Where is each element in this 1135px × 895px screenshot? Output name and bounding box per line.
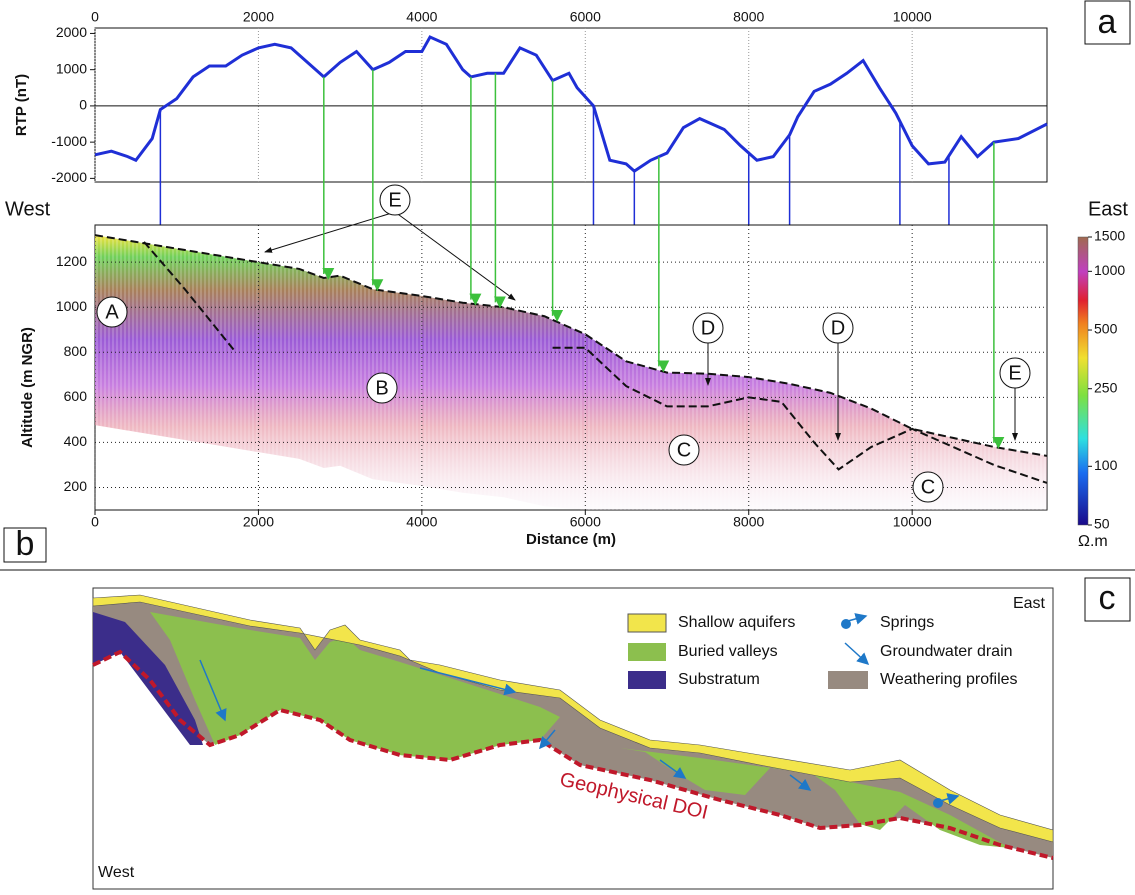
legend-label: Shallow aquifers bbox=[678, 614, 795, 631]
x-tick-label: 8000 bbox=[733, 514, 764, 530]
y-tick-label: 200 bbox=[64, 478, 88, 494]
legend-swatch bbox=[628, 614, 666, 632]
panel-label: b bbox=[16, 525, 35, 563]
legend-swatch bbox=[628, 671, 666, 689]
annotation: A bbox=[105, 301, 119, 323]
y-tick-label: 800 bbox=[64, 343, 88, 359]
y-axis-label: RTP (nT) bbox=[13, 74, 30, 136]
annotation: E bbox=[1008, 362, 1021, 384]
legend-label: Weathering profiles bbox=[880, 671, 1018, 688]
spring bbox=[933, 798, 943, 808]
x-tick-label: 2000 bbox=[243, 9, 274, 25]
y-tick-label: 400 bbox=[64, 433, 88, 449]
west-label: West bbox=[5, 198, 51, 220]
colorbar-tick-label: 1500 bbox=[1094, 228, 1125, 244]
x-tick-label: 0 bbox=[91, 514, 99, 530]
legend-label: Buried valleys bbox=[678, 643, 778, 660]
colorbar-tick-label: 1000 bbox=[1094, 262, 1125, 278]
legend-label: Groundwater drain bbox=[880, 643, 1013, 660]
figure: 0200040006000800010000-2000-100001000200… bbox=[0, 0, 1135, 890]
y-axis-label: Altitude (m NGR) bbox=[19, 327, 36, 448]
annotation: E bbox=[388, 189, 401, 211]
legend-label: Substratum bbox=[678, 671, 760, 688]
x-tick-label: 10000 bbox=[893, 9, 932, 25]
y-tick-label: 1000 bbox=[56, 60, 87, 76]
legend-swatch bbox=[828, 671, 868, 689]
panel-label: c bbox=[1099, 579, 1116, 617]
x-tick-label: 10000 bbox=[893, 514, 932, 530]
east-label: East bbox=[1088, 198, 1128, 220]
y-tick-label: 1000 bbox=[56, 298, 87, 314]
y-tick-label: -2000 bbox=[51, 169, 87, 185]
colorbar-tick-label: 50 bbox=[1094, 516, 1110, 532]
x-axis-label: Distance (m) bbox=[526, 531, 616, 548]
x-tick-label: 4000 bbox=[406, 514, 437, 530]
west-label: West bbox=[98, 864, 135, 881]
colorbar-tick-label: 500 bbox=[1094, 321, 1118, 337]
plot-frame bbox=[95, 28, 1047, 182]
legend-label: Springs bbox=[880, 614, 934, 631]
y-tick-label: 2000 bbox=[56, 24, 87, 40]
east-label: East bbox=[1013, 595, 1046, 612]
annotation: C bbox=[921, 476, 935, 498]
y-tick-label: 600 bbox=[64, 388, 88, 404]
colorbar-tick-label: 250 bbox=[1094, 379, 1118, 395]
colorbar bbox=[1078, 237, 1088, 525]
x-tick-label: 8000 bbox=[733, 9, 764, 25]
panel-c: Shallow aquifers Buried valleys Substrat… bbox=[93, 588, 1053, 889]
legend-swatch bbox=[628, 643, 666, 661]
colorbar-tick-label: 100 bbox=[1094, 457, 1118, 473]
x-tick-label: 0 bbox=[91, 9, 99, 25]
x-tick-label: 6000 bbox=[570, 9, 601, 25]
y-tick-label: -1000 bbox=[51, 133, 87, 149]
x-tick-label: 4000 bbox=[406, 9, 437, 25]
annotation: C bbox=[677, 439, 691, 461]
colorbar-unit: Ω.m bbox=[1078, 533, 1108, 550]
x-tick-label: 6000 bbox=[570, 514, 601, 530]
x-tick-label: 2000 bbox=[243, 514, 274, 530]
panel-label: a bbox=[1098, 3, 1117, 41]
y-tick-label: 1200 bbox=[56, 253, 87, 269]
annotation: B bbox=[375, 377, 388, 399]
annotation: D bbox=[701, 317, 715, 339]
panel-b: 0 2000 4000 6000 8000 10000 200 400 600 800 1000 12… bbox=[5, 185, 1128, 550]
annotation: D bbox=[831, 317, 845, 339]
y-tick-label: 0 bbox=[79, 97, 87, 113]
